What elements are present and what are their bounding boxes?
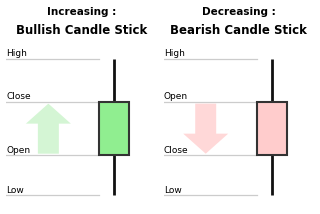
Text: Open: Open (164, 92, 188, 101)
Text: Bullish Candle Stick: Bullish Candle Stick (16, 24, 147, 37)
Text: Decreasing :: Decreasing : (202, 7, 276, 17)
Text: Low: Low (164, 186, 181, 195)
Bar (257, 102, 287, 155)
FancyArrow shape (26, 104, 71, 154)
Text: Bearish Candle Stick: Bearish Candle Stick (170, 24, 307, 37)
Text: Increasing :: Increasing : (47, 7, 116, 17)
FancyArrow shape (183, 104, 228, 154)
Bar (99, 102, 129, 155)
Text: Close: Close (164, 146, 188, 155)
Text: Open: Open (6, 146, 30, 155)
Text: Low: Low (6, 186, 24, 195)
Text: High: High (6, 49, 27, 58)
Text: Close: Close (6, 92, 31, 101)
Text: High: High (164, 49, 185, 58)
